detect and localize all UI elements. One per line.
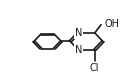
Text: N: N [75,45,82,55]
Text: OH: OH [105,19,120,29]
Text: N: N [75,28,82,38]
Text: Cl: Cl [90,62,99,72]
